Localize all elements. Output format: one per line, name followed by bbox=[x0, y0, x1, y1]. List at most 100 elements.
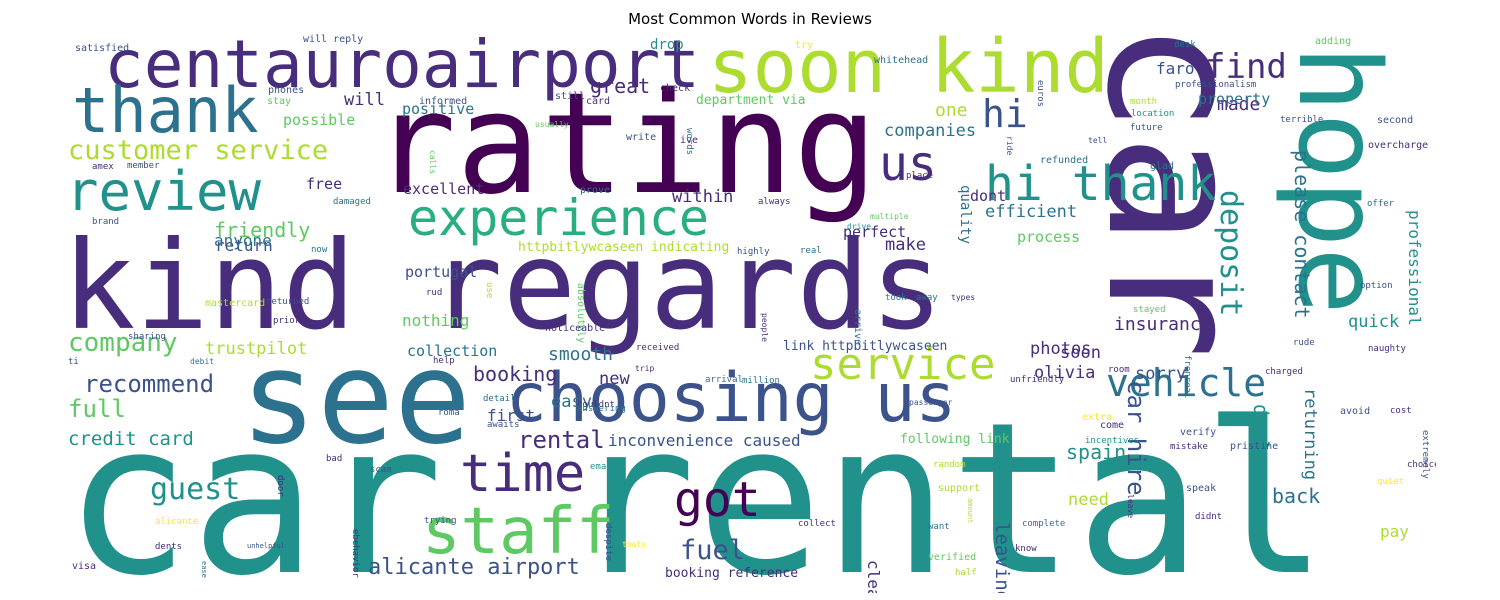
cloud-word: people bbox=[760, 313, 769, 342]
cloud-word: soon bbox=[1060, 343, 1101, 363]
cloud-word: overcharge bbox=[1368, 140, 1429, 151]
cloud-word: bad bbox=[326, 454, 343, 464]
cloud-word: place bbox=[906, 171, 934, 181]
cloud-word: thank bbox=[72, 74, 259, 147]
cloud-word: recommend bbox=[84, 370, 215, 398]
cloud-word: couldnt bbox=[577, 400, 615, 410]
cloud-word: httpbitlywcaseen indicating bbox=[518, 240, 730, 255]
cloud-word: unfriendly bbox=[1010, 375, 1065, 385]
cloud-word: didnt bbox=[1195, 512, 1223, 522]
cloud-word: excellent bbox=[403, 180, 485, 198]
cloud-word: credit card bbox=[68, 428, 194, 450]
cloud-word: received bbox=[636, 343, 680, 353]
cloud-word: brand bbox=[92, 217, 120, 227]
cloud-word: answering bbox=[577, 404, 626, 414]
cloud-word: leaving bbox=[991, 522, 1013, 593]
cloud-word: within bbox=[672, 187, 734, 207]
cloud-word: quiet bbox=[1377, 477, 1405, 487]
cloud-word: experience bbox=[408, 189, 710, 247]
cloud-word: drop bbox=[650, 37, 684, 53]
cloud-word: see bbox=[240, 324, 472, 473]
cloud-word: multiple bbox=[870, 212, 909, 221]
cloud-word: leave bbox=[1126, 494, 1135, 519]
cloud-word: adding bbox=[1315, 36, 1352, 47]
cloud-word: department via bbox=[696, 93, 806, 108]
cloud-word: companies bbox=[884, 121, 977, 141]
cloud-word: ti bbox=[68, 357, 79, 367]
cloud-word: hi bbox=[982, 92, 1028, 136]
cloud-word: rude bbox=[1293, 338, 1315, 348]
cloud-word: pristine bbox=[1230, 441, 1279, 452]
cloud-word: spain bbox=[1066, 440, 1127, 464]
cloud-word: perfect bbox=[843, 223, 907, 241]
page-title: Most Common Words in Reviews bbox=[628, 10, 872, 28]
cloud-word: pay bbox=[1380, 522, 1409, 541]
cloud-word: charged bbox=[1265, 367, 1303, 377]
cloud-word: verify bbox=[1180, 427, 1217, 438]
cloud-word: ive bbox=[680, 135, 699, 146]
cloud-word: faro bbox=[1156, 59, 1195, 78]
cloud-word: back bbox=[1272, 484, 1321, 508]
cloud-word: took bbox=[885, 293, 907, 303]
cloud-word: one bbox=[935, 100, 968, 121]
cloud-word: detail bbox=[483, 394, 516, 404]
cloud-word: thats bbox=[622, 540, 647, 549]
cloud-word: please contact bbox=[1290, 150, 1314, 319]
cloud-word: arrival bbox=[705, 375, 743, 385]
cloud-word: tell bbox=[1088, 136, 1108, 145]
cloud-word: kind regards bbox=[64, 215, 944, 357]
cloud-word: euros bbox=[1035, 80, 1045, 108]
cloud-word: avoid bbox=[1340, 406, 1371, 417]
cloud-word: us bbox=[879, 136, 937, 192]
cloud-word: car rental bbox=[64, 377, 1329, 594]
cloud-word: want bbox=[928, 522, 950, 532]
cloud-word: return bbox=[215, 236, 273, 255]
cloud-word: damaged bbox=[333, 197, 371, 207]
cloud-word: cost bbox=[1390, 406, 1412, 416]
cloud-word: professionalism bbox=[1175, 80, 1257, 90]
cloud-word: visa bbox=[72, 561, 97, 572]
cloud-word: desk bbox=[1174, 40, 1196, 50]
cloud-word: real bbox=[800, 246, 822, 256]
cloud-word: door bbox=[275, 475, 285, 497]
cloud-word: location bbox=[1131, 109, 1175, 119]
cloud-word: sorry bbox=[1135, 364, 1187, 384]
cloud-word: amex bbox=[92, 162, 114, 172]
cloud-word: process bbox=[1017, 228, 1081, 246]
cloud-word: card bbox=[586, 96, 611, 107]
cloud-word: month bbox=[1130, 97, 1158, 107]
cloud-word: half bbox=[955, 568, 977, 578]
cloud-word: great bbox=[590, 74, 651, 98]
cloud-word: friendly bbox=[214, 218, 311, 242]
cloud-word: easy bbox=[551, 392, 592, 412]
cloud-word: ride bbox=[1005, 136, 1014, 156]
cloud-word: inconvenience caused bbox=[608, 431, 801, 450]
cloud-word: smooth bbox=[548, 344, 614, 365]
cloud-word: drive bbox=[847, 222, 872, 231]
cloud-word: guest bbox=[150, 472, 241, 507]
cloud-word: got bbox=[674, 472, 761, 528]
cloud-word: free bbox=[306, 175, 343, 193]
cloud-word: will bbox=[344, 90, 385, 110]
cloud-word: insurance bbox=[1114, 314, 1212, 335]
cloud-word: frenreal bbox=[1182, 355, 1192, 399]
cloud-word: deposit bbox=[1213, 190, 1248, 317]
cloud-word: choosing us bbox=[506, 359, 957, 438]
cloud-word: noticeable bbox=[545, 323, 606, 334]
cloud-word: future bbox=[1130, 123, 1163, 133]
cloud-word: speak bbox=[1186, 483, 1217, 494]
cloud-word: terrible bbox=[1280, 115, 1324, 125]
cloud-word: will reply bbox=[303, 34, 364, 45]
cloud-word: returned bbox=[266, 297, 310, 307]
cloud-word: option bbox=[1360, 281, 1393, 291]
cloud-word: random bbox=[933, 460, 966, 470]
cloud-word: make bbox=[885, 235, 926, 255]
cloud-word: dents bbox=[155, 542, 183, 552]
cloud-word: trustpilot bbox=[205, 339, 308, 359]
cloud-word: unhelpful bbox=[247, 542, 285, 550]
cloud-word: positive bbox=[402, 100, 475, 118]
cloud-word: booking reference bbox=[665, 566, 799, 581]
cloud-word: satisfied bbox=[75, 43, 130, 54]
cloud-word: full bbox=[68, 395, 126, 423]
cloud-word: olivia bbox=[1034, 363, 1096, 383]
